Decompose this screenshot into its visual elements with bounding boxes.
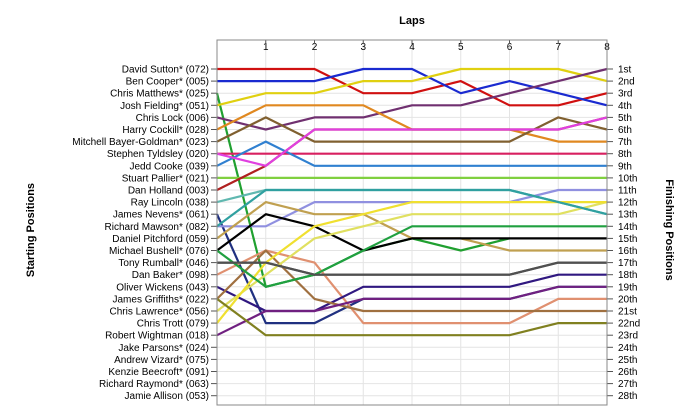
driver-label: Chris Lawrence* (056) [110,307,210,318]
finishing-label: 13th [618,210,637,221]
finishing-label: 7th [618,137,632,148]
driver-line-22 [216,201,607,324]
driver-label: Chris Lock (006) [136,113,209,124]
driver-label: Andrew Vizard* (075) [114,355,209,366]
finishing-label: 19th [618,282,637,293]
driver-label: Josh Fielding* (051) [120,101,209,112]
plot-frame [216,39,608,406]
finishing-label: 5th [618,113,632,124]
x-tick-label: 1 [263,42,269,53]
finishing-label: 3rd [618,89,632,100]
finishing-label: 28th [618,391,637,402]
driver-label: Harry Cockill* (028) [122,125,209,136]
finishing-label: 27th [618,379,637,390]
x-tick-label: 6 [507,42,513,53]
driver-line-25 [216,116,608,167]
driver-label: Oliver Wickens (043) [116,282,209,293]
finishing-positions-axis-label: Finishing Positions [663,179,675,280]
driver-label: Tony Rumball* (046) [118,258,209,269]
driver-line-7 [216,116,608,143]
finishing-label: 16th [618,246,637,257]
driver-line-18 [216,249,607,325]
finishing-label: 24th [618,343,637,354]
driver-label: Dan Baker* (098) [132,270,209,281]
driver-line-9 [216,140,607,167]
finishing-label: 20th [618,294,637,305]
x-tick-label: 4 [409,42,415,53]
driver-line-2 [217,67,608,107]
starting-driver-labels: David Sutton* (072)Ben Cooper* (005)Chri… [72,65,217,402]
finishing-label: 8th [618,149,632,160]
driver-line-23 [216,285,607,337]
finishing-label: 18th [618,270,637,281]
finishing-label: 25th [618,355,637,366]
driver-label: Stuart Pallier* (021) [122,173,209,184]
finishing-label: 15th [618,234,637,245]
driver-label: Robert Wightman (018) [105,331,209,342]
driver-label: Jamie Allison (053) [125,391,209,402]
finishing-label: 2nd [618,77,635,88]
driver-line-1 [217,67,608,107]
driver-label: Ray Lincoln (038) [131,198,209,209]
driver-label: Stephen Tyldsley (020) [107,149,209,160]
finishing-label: 26th [618,367,637,378]
driver-label: Jake Parsons* (024) [118,343,209,354]
driver-label: Dan Holland (003) [128,186,209,197]
driver-label: Richard Raymond* (063) [99,379,209,390]
driver-line-28 [217,261,607,276]
finishing-label: 6th [618,125,632,136]
driver-label: Ben Cooper* (005) [126,77,209,88]
driver-line-27 [216,225,607,288]
finishing-position-labels: 1st2nd3rd4th5th6th7th8th9th10th11th12th1… [607,65,640,402]
x-tick-label: 5 [458,42,464,53]
driver-line-24 [216,298,607,337]
driver-label: Chris Matthews* (025) [110,89,209,100]
driver-line-16 [216,213,607,252]
finishing-label: 10th [618,173,637,184]
driver-label: Kenzie Beecroft* (091) [108,367,209,378]
driver-line-26 [216,188,608,228]
position-lines [215,67,608,337]
driver-label: David Sutton* (072) [122,65,209,76]
x-tick-label: 2 [312,42,318,53]
finishing-label: 1st [618,65,632,76]
chart-title: Laps [399,15,425,27]
finishing-label: 11th [618,186,637,197]
driver-label: Daniel Pitchford (059) [112,234,209,245]
driver-label: Mitchell Bayer-Goldman* (023) [72,137,209,148]
starting-positions-axis-label: Starting Positions [25,183,37,277]
driver-label: James Nevens* (061) [113,210,209,221]
finishing-label: 23rd [618,331,638,342]
driver-label: Chris Trott (079) [137,319,209,330]
finishing-label: 9th [618,161,632,172]
x-tick-label: 7 [555,42,561,53]
finishing-label: 22nd [618,319,640,330]
finishing-label: 17th [618,258,637,269]
finishing-label: 21st [618,307,637,318]
finishing-label: 14th [618,222,637,233]
driver-line-21 [216,201,608,312]
driver-label: Michael Bushell* (076) [109,246,209,257]
driver-label: Jedd Cooke (039) [130,161,210,172]
driver-line-4 [216,67,608,107]
finishing-label: 4th [618,101,632,112]
driver-label: Richard Mawson* (082) [105,222,210,233]
finishing-label: 12th [618,198,637,209]
driver-label: James Griffiths* (022) [112,294,209,305]
x-tick-label: 3 [360,42,366,53]
